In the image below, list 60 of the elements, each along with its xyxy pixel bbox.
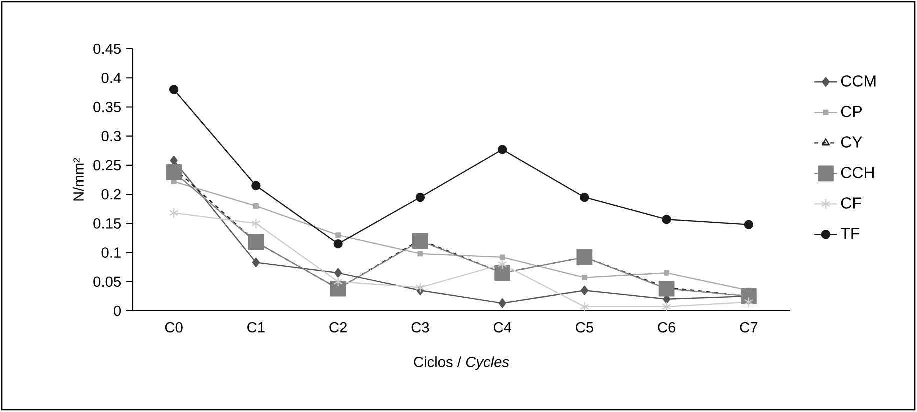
point <box>418 251 424 257</box>
point <box>336 232 342 238</box>
y-tick-label: 0.4 <box>102 72 122 84</box>
point <box>169 85 179 94</box>
point <box>500 254 506 260</box>
point <box>170 156 178 166</box>
point <box>416 282 426 293</box>
x-tick-label: C1 <box>248 322 265 333</box>
point <box>416 192 426 202</box>
x-tick-label: C7 <box>740 322 758 333</box>
legend-label: CP <box>841 106 862 118</box>
point <box>252 258 260 268</box>
point <box>744 220 754 230</box>
x-tick-label: C6 <box>658 322 676 333</box>
y-tick-label: 0.25 <box>94 160 121 171</box>
point <box>498 298 506 308</box>
x-tick-label: C4 <box>494 322 512 333</box>
y-tick-label: 0.45 <box>94 44 121 54</box>
y-tick-label: 0.35 <box>94 102 121 112</box>
point <box>662 302 672 312</box>
y-tick-label: 0.2 <box>102 189 121 200</box>
point <box>580 302 590 312</box>
point <box>662 214 672 224</box>
point <box>664 270 670 276</box>
x-tick-label: C0 <box>165 322 183 333</box>
point <box>169 208 179 218</box>
point <box>498 259 508 270</box>
point <box>252 181 261 190</box>
y-axis-title: N/mm² <box>73 158 84 201</box>
x-axis-title: Ciclos / Cycles <box>414 356 510 370</box>
point <box>252 218 261 229</box>
point <box>166 164 182 180</box>
x-tick-label: C5 <box>576 322 594 333</box>
legend-label: CCM <box>841 76 876 87</box>
point <box>580 192 590 202</box>
point <box>334 268 342 278</box>
y-tick-label: 0 <box>114 306 122 316</box>
x-tick-label: C2 <box>330 322 347 333</box>
y-tick-label: 0.3 <box>102 131 121 142</box>
y-tick-label: 0.15 <box>94 218 121 229</box>
legend-label: TF <box>840 228 860 240</box>
y-tick-label: 0.05 <box>94 276 121 288</box>
point <box>253 203 259 209</box>
point <box>412 233 428 250</box>
y-tick-label: 0.1 <box>102 248 121 258</box>
point <box>330 280 346 297</box>
point <box>498 145 508 154</box>
point <box>494 265 510 282</box>
point <box>744 297 754 308</box>
point <box>576 250 593 266</box>
point <box>248 234 264 250</box>
point <box>334 239 343 249</box>
point <box>658 280 675 297</box>
point <box>582 275 588 281</box>
x-tick-label: C3 <box>412 322 430 333</box>
legend-label: CCH <box>841 167 874 178</box>
point <box>580 286 588 296</box>
legend-label: CF <box>841 198 862 209</box>
point <box>334 276 343 288</box>
legend-label: CY <box>841 136 862 148</box>
